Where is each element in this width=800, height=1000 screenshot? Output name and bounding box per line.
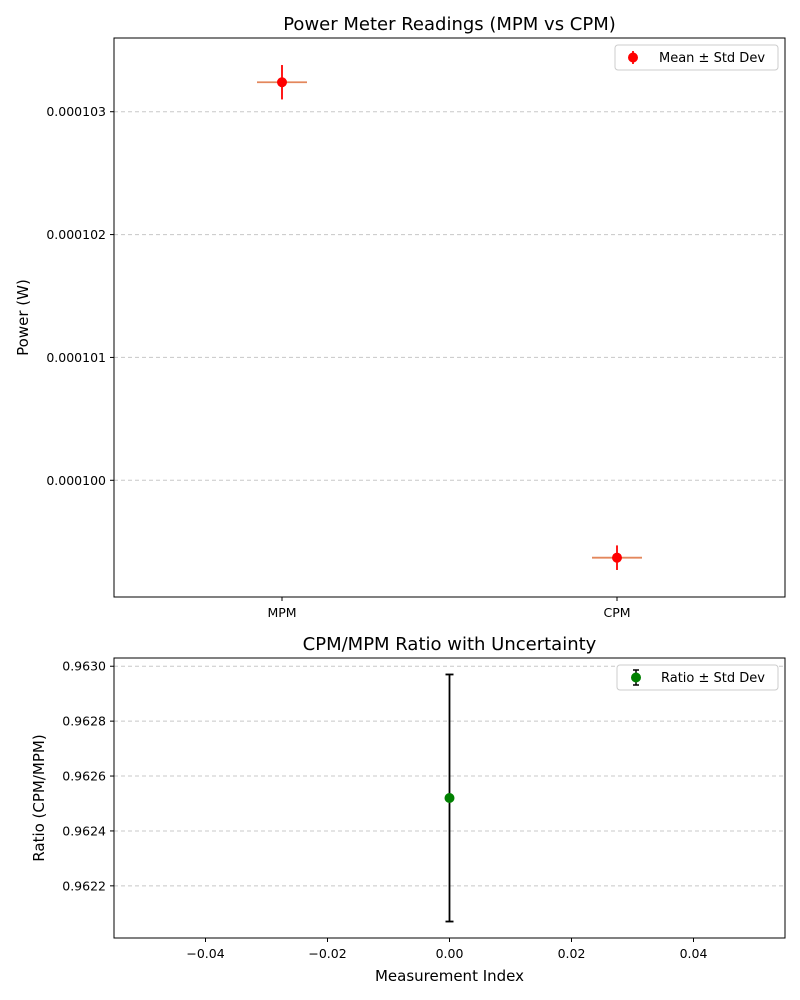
ratio-chart: CPM/MPM Ratio with Uncertainty 0.9622 0.96… xyxy=(30,634,786,985)
y-tick-label: 0.000101 xyxy=(46,350,106,365)
y-tick-label: 0.9628 xyxy=(62,714,106,729)
legend-label: Ratio ± Std Dev xyxy=(661,671,765,686)
y-tick-label: 0.000103 xyxy=(46,104,106,119)
x-tick-label: 0.00 xyxy=(436,946,464,961)
y-tick-label: 0.9624 xyxy=(62,823,106,838)
chart-title: Power Meter Readings (MPM vs CPM) xyxy=(283,14,616,35)
power-chart: Power Meter Readings (MPM vs CPM) 0.00010… xyxy=(14,14,786,620)
legend: Ratio ± Std Dev xyxy=(616,664,779,691)
x-axis-label: Measurement Index xyxy=(375,967,524,985)
x-tick-label: −0.02 xyxy=(308,946,346,961)
y-tick-label: 0.9630 xyxy=(62,659,106,674)
legend-box xyxy=(614,44,779,71)
plot-frame xyxy=(113,37,786,598)
legend-marker xyxy=(631,672,641,683)
y-tick-label: 0.000102 xyxy=(46,227,106,242)
y-axis-label: Ratio (CPM/MPM) xyxy=(30,734,48,861)
data-point xyxy=(444,793,455,803)
x-tick-label: MPM xyxy=(267,605,296,620)
data-point xyxy=(612,552,622,563)
data-point xyxy=(277,77,287,88)
legend-marker xyxy=(628,52,638,63)
legend: Mean ± Std Dev xyxy=(614,44,779,71)
x-tick-label: 0.04 xyxy=(680,946,708,961)
chart-title: CPM/MPM Ratio with Uncertainty xyxy=(303,634,597,655)
x-tick-label: 0.02 xyxy=(558,946,586,961)
plot-frame xyxy=(113,657,786,939)
y-tick-label: 0.9626 xyxy=(62,769,106,784)
legend-box xyxy=(616,664,779,691)
legend-label: Mean ± Std Dev xyxy=(659,51,765,66)
y-axis-label: Power (W) xyxy=(14,279,32,356)
y-tick-label: 0.000100 xyxy=(46,473,106,488)
x-tick-label: CPM xyxy=(603,605,630,620)
y-tick-label: 0.9622 xyxy=(62,878,106,893)
x-tick-label: −0.04 xyxy=(186,946,224,961)
